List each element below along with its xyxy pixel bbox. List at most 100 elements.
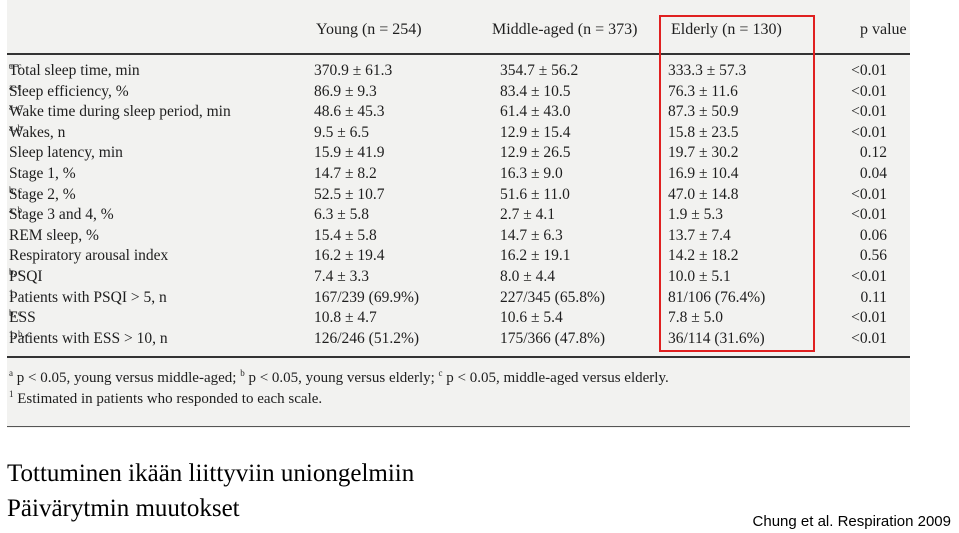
table-row: Wakes, n a, b 9.5 ± 6.5 12.9 ± 15.4 15.8 ± 2… (0, 122, 959, 144)
header-p-value: p value (860, 21, 907, 38)
cell-young: 370.9 ± 61.3 (314, 62, 393, 79)
cell-young: 6.3 ± 5.8 (314, 206, 370, 224)
row-label-superscript: b, c (9, 184, 22, 195)
table-bottom-rule (7, 356, 910, 358)
cell-middle-aged: 14.7 ± 6.3 (500, 226, 563, 244)
row-label-text: Wake time during sleep period, min (9, 103, 231, 121)
table-row: Stage 1, % 14.7 ± 8.2 16.3 ± 9.0 16.9 ± 10.… (0, 165, 959, 185)
cell-elderly: 10.0 ± 5.1 (668, 268, 731, 285)
footnote-b-sup: b (240, 368, 245, 378)
cell-p-value: <0.01 (851, 329, 887, 347)
cell-middle-aged: 2.7 ± 4.1 (500, 206, 556, 224)
table-row: Stage 3 and 4, % a, b 6.3 ± 5.8 2.7 ± 4.1 1.… (0, 206, 959, 226)
table-row: Wake time during sleep period, min a–c 48.… (0, 103, 959, 123)
cell-p-value: <0.01 (851, 62, 887, 79)
row-label-text: Stage 1, % (9, 165, 76, 182)
row-label: Stage 2, % b, c (9, 184, 76, 204)
cell-p-value: <0.01 (851, 206, 887, 224)
row-label-superscript: a–c (9, 61, 22, 71)
cell-young: 7.4 ± 3.3 (314, 268, 370, 285)
table-row: Patients with ESS > 10, n 1, b, c 126/246 … (0, 328, 959, 350)
footnote-rule (7, 426, 910, 427)
row-label-text: REM sleep, % (9, 226, 99, 244)
cell-elderly: 7.8 ± 5.0 (668, 309, 724, 327)
row-label-superscript: b, c (9, 308, 22, 319)
row-label-text: Patients with ESS > 10, n (9, 329, 168, 347)
cell-p-value: <0.01 (851, 185, 887, 203)
row-label: Total sleep time, min a–c (9, 61, 140, 80)
cell-elderly: 19.7 ± 30.2 (668, 144, 739, 162)
cell-middle-aged: 10.6 ± 5.4 (500, 309, 563, 327)
table-row: Stage 2, % b, c 52.5 ± 10.7 51.6 ± 11.0 47.0… (0, 184, 959, 206)
row-label-text: Wakes, n (9, 123, 66, 141)
row-label-superscript: 1, b, c (9, 328, 31, 339)
table-row: Sleep efficiency, % a–c 86.9 ± 9.3 83.4 ± 1… (0, 82, 959, 103)
cell-young: 16.2 ± 19.4 (314, 247, 385, 265)
cell-elderly: 1.9 ± 5.3 (668, 206, 724, 224)
cell-middle-aged: 61.4 ± 43.0 (500, 103, 571, 121)
table-row: Respiratory arousal index 16.2 ± 19.4 16.2… (0, 247, 959, 267)
footnote-significance: a p < 0.05, young versus middle-aged; b … (9, 368, 669, 387)
row-label-superscript: a, b (9, 205, 22, 216)
header-young: Young (n = 254) (316, 21, 422, 38)
cell-p-value: <0.01 (851, 82, 887, 100)
cell-p-value: 0.06 (859, 226, 887, 244)
row-label-superscript: a–c (9, 102, 22, 113)
cell-young: 15.4 ± 5.8 (314, 226, 377, 244)
row-label-text: Respiratory arousal index (9, 247, 169, 265)
row-label: ESS b, c (9, 308, 36, 327)
table-top-rule (7, 53, 910, 55)
row-label: Wake time during sleep period, min a–c (9, 102, 231, 121)
cell-middle-aged: 8.0 ± 4.4 (500, 268, 556, 285)
cell-p-value: 0.04 (859, 165, 887, 182)
cell-young: 14.7 ± 8.2 (314, 165, 377, 182)
cell-elderly: 333.3 ± 57.3 (668, 62, 747, 79)
row-label: Sleep efficiency, % a–c (9, 82, 129, 101)
row-label-superscript: 1 (9, 287, 14, 298)
table-row: Patients with PSQI > 5, n 1 167/239 (69.9%… (0, 287, 959, 309)
cell-middle-aged: 51.6 ± 11.0 (500, 185, 570, 203)
row-label-text: Stage 3 and 4, % (9, 206, 114, 224)
cell-p-value: 0.12 (859, 144, 887, 162)
cell-middle-aged: 354.7 ± 56.2 (500, 62, 579, 79)
cell-elderly: 76.3 ± 11.6 (668, 82, 738, 100)
caption-line-2: Päivärytmin muutokset (7, 495, 240, 522)
cell-p-value: <0.01 (851, 103, 887, 121)
header-middle-aged: Middle-aged (n = 373) (492, 21, 638, 38)
row-label-text: Stage 2, % (9, 185, 76, 203)
cell-young: 48.6 ± 45.3 (314, 103, 385, 121)
row-label-text: ESS (9, 309, 36, 327)
row-label: Stage 3 and 4, % a, b (9, 205, 114, 224)
cell-elderly: 87.3 ± 50.9 (668, 103, 739, 121)
footnote-c-sup: c (438, 368, 443, 378)
table-row: Sleep latency, min 15.9 ± 41.9 12.9 ± 26.5… (0, 144, 959, 164)
cell-p-value: <0.01 (851, 268, 887, 285)
row-label: Wakes, n a, b (9, 122, 65, 142)
cell-p-value: 0.11 (860, 288, 887, 306)
footnote-b-text: p < 0.05, young versus elderly; (244, 370, 439, 386)
cell-young: 86.9 ± 9.3 (314, 82, 377, 100)
cell-elderly: 15.8 ± 23.5 (668, 123, 739, 141)
footnote-a-text: p < 0.05, young versus middle-aged; (13, 370, 241, 386)
cell-p-value: 0.56 (859, 247, 887, 265)
footnote-1-sup: 1 (9, 389, 14, 399)
cell-middle-aged: 175/366 (47.8%) (500, 329, 606, 347)
cell-elderly: 81/106 (76.4%) (668, 288, 766, 306)
row-label: PSQI b, c (9, 267, 43, 286)
cell-young: 52.5 ± 10.7 (314, 185, 385, 203)
cell-elderly: 47.0 ± 14.8 (668, 185, 739, 203)
cell-middle-aged: 16.3 ± 9.0 (500, 165, 563, 182)
cell-elderly: 13.7 ± 7.4 (668, 226, 731, 244)
row-label-superscript: b, c (9, 267, 22, 277)
table-row: PSQI b, c 7.4 ± 3.3 8.0 ± 4.4 10.0 ± 5.1 <0.0… (0, 268, 959, 288)
cell-elderly: 36/114 (31.6%) (668, 329, 765, 347)
header-elderly: Elderly (n = 130) (671, 21, 782, 38)
cell-middle-aged: 12.9 ± 26.5 (500, 144, 571, 162)
row-label-superscript: a, b (9, 122, 22, 133)
row-label-text: PSQI (9, 268, 43, 285)
row-label-text: Total sleep time, min (9, 62, 140, 79)
row-label: Patients with ESS > 10, n 1, b, c (9, 328, 168, 348)
cell-young: 10.8 ± 4.7 (314, 309, 377, 327)
citation: Chung et al. Respiration 2009 (752, 513, 951, 530)
